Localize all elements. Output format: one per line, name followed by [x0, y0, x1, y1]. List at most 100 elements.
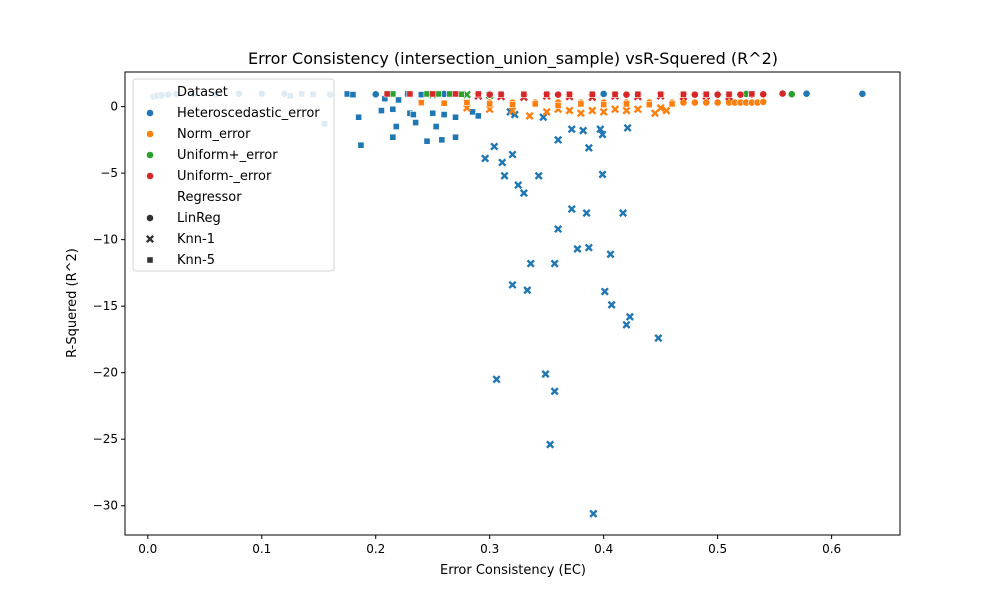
- data-point: [566, 90, 573, 98]
- data-point: [787, 90, 796, 99]
- legend-label: Heteroscedastic_error: [177, 106, 320, 121]
- data-point: [654, 334, 663, 343]
- data-point: [577, 100, 585, 108]
- data-point: [679, 98, 688, 107]
- data-point: [725, 90, 733, 98]
- data-point: [567, 125, 576, 134]
- data-point: [452, 90, 459, 98]
- data-point: [435, 90, 442, 98]
- data-point: [481, 154, 490, 163]
- data-point: [457, 90, 465, 98]
- data-point: [509, 101, 516, 108]
- data-point: [438, 136, 446, 144]
- data-point: [550, 387, 559, 396]
- legend-marker: [146, 172, 154, 180]
- data-point: [383, 90, 391, 98]
- data-point: [541, 369, 550, 379]
- data-point: [596, 125, 605, 134]
- data-point: [389, 133, 397, 141]
- data-point: [343, 90, 351, 98]
- data-point: [550, 259, 559, 268]
- x-tick-label: 0.0: [138, 542, 157, 556]
- y-tick-label: −15: [93, 299, 118, 313]
- data-point: [576, 109, 585, 118]
- legend-label: Knn-1: [177, 232, 215, 247]
- chart-title: Error Consistency (intersection_union_sa…: [248, 49, 778, 69]
- legend-label: Uniform+_error: [177, 148, 278, 163]
- x-tick-label: 0.2: [366, 542, 385, 556]
- data-point: [748, 90, 756, 98]
- data-point: [432, 123, 440, 130]
- data-point: [622, 320, 631, 329]
- y-tick-label: −5: [100, 166, 118, 180]
- data-point: [690, 90, 699, 99]
- data-point: [508, 280, 517, 289]
- data-point: [378, 107, 385, 114]
- data-point: [519, 189, 528, 198]
- data-point: [713, 90, 722, 99]
- data-point: [349, 91, 357, 99]
- data-point: [389, 105, 397, 113]
- legend-label: LinReg: [177, 211, 221, 226]
- data-point: [598, 130, 607, 139]
- data-point: [668, 100, 676, 108]
- data-point: [657, 90, 665, 98]
- legend-box: [132, 78, 335, 272]
- data-point: [412, 119, 420, 126]
- data-point: [579, 126, 588, 135]
- data-point: [554, 135, 563, 144]
- legend-label: Norm_error: [177, 127, 251, 142]
- data-point: [508, 150, 517, 159]
- data-point: [690, 98, 699, 107]
- data-point: [584, 243, 593, 252]
- data-point: [759, 98, 768, 106]
- data-point: [534, 171, 543, 180]
- data-point: [497, 90, 505, 98]
- data-point: [662, 106, 671, 115]
- data-point: [498, 158, 507, 167]
- data-point: [469, 108, 477, 116]
- data-point: [622, 106, 631, 115]
- data-point: [440, 111, 448, 118]
- data-point: [389, 90, 397, 98]
- data-point: [622, 90, 631, 99]
- data-point: [554, 101, 562, 109]
- data-point: [355, 113, 363, 121]
- legend-marker: [146, 151, 154, 159]
- x-tick-label: 0.1: [252, 542, 271, 556]
- data-point: [543, 90, 551, 98]
- data-point: [485, 90, 494, 99]
- legend-title-regressor: Regressor: [177, 190, 242, 205]
- data-point: [406, 90, 414, 98]
- data-point: [600, 287, 609, 296]
- data-point: [582, 208, 591, 218]
- data-point: [462, 90, 471, 99]
- data-point: [525, 111, 534, 120]
- data-point: [656, 103, 665, 112]
- data-point: [634, 90, 642, 98]
- data-point: [611, 105, 620, 114]
- y-tick-label: −10: [93, 233, 118, 247]
- legend-marker: [146, 256, 154, 264]
- data-point: [440, 99, 448, 107]
- data-point: [546, 440, 555, 449]
- data-point: [500, 171, 509, 180]
- y-tick-label: 0: [110, 100, 118, 114]
- data-point: [589, 509, 598, 518]
- x-tick-label: 0.3: [480, 542, 499, 556]
- data-point: [409, 111, 417, 118]
- x-tick-label: 0.4: [594, 542, 613, 556]
- data-point: [520, 90, 528, 98]
- data-point: [633, 105, 642, 114]
- x-axis-ticks: 0.0 0.1 0.2 0.3 0.4 0.5 0.6: [138, 535, 841, 556]
- data-point: [474, 90, 482, 98]
- data-point: [429, 109, 437, 117]
- data-point: [567, 204, 576, 214]
- data-point: [371, 90, 380, 99]
- data-point: [539, 113, 548, 122]
- data-point: [452, 133, 459, 141]
- legend-title-dataset: Dataset: [177, 85, 228, 100]
- data-point: [623, 123, 632, 132]
- x-tick-label: 0.6: [822, 542, 841, 556]
